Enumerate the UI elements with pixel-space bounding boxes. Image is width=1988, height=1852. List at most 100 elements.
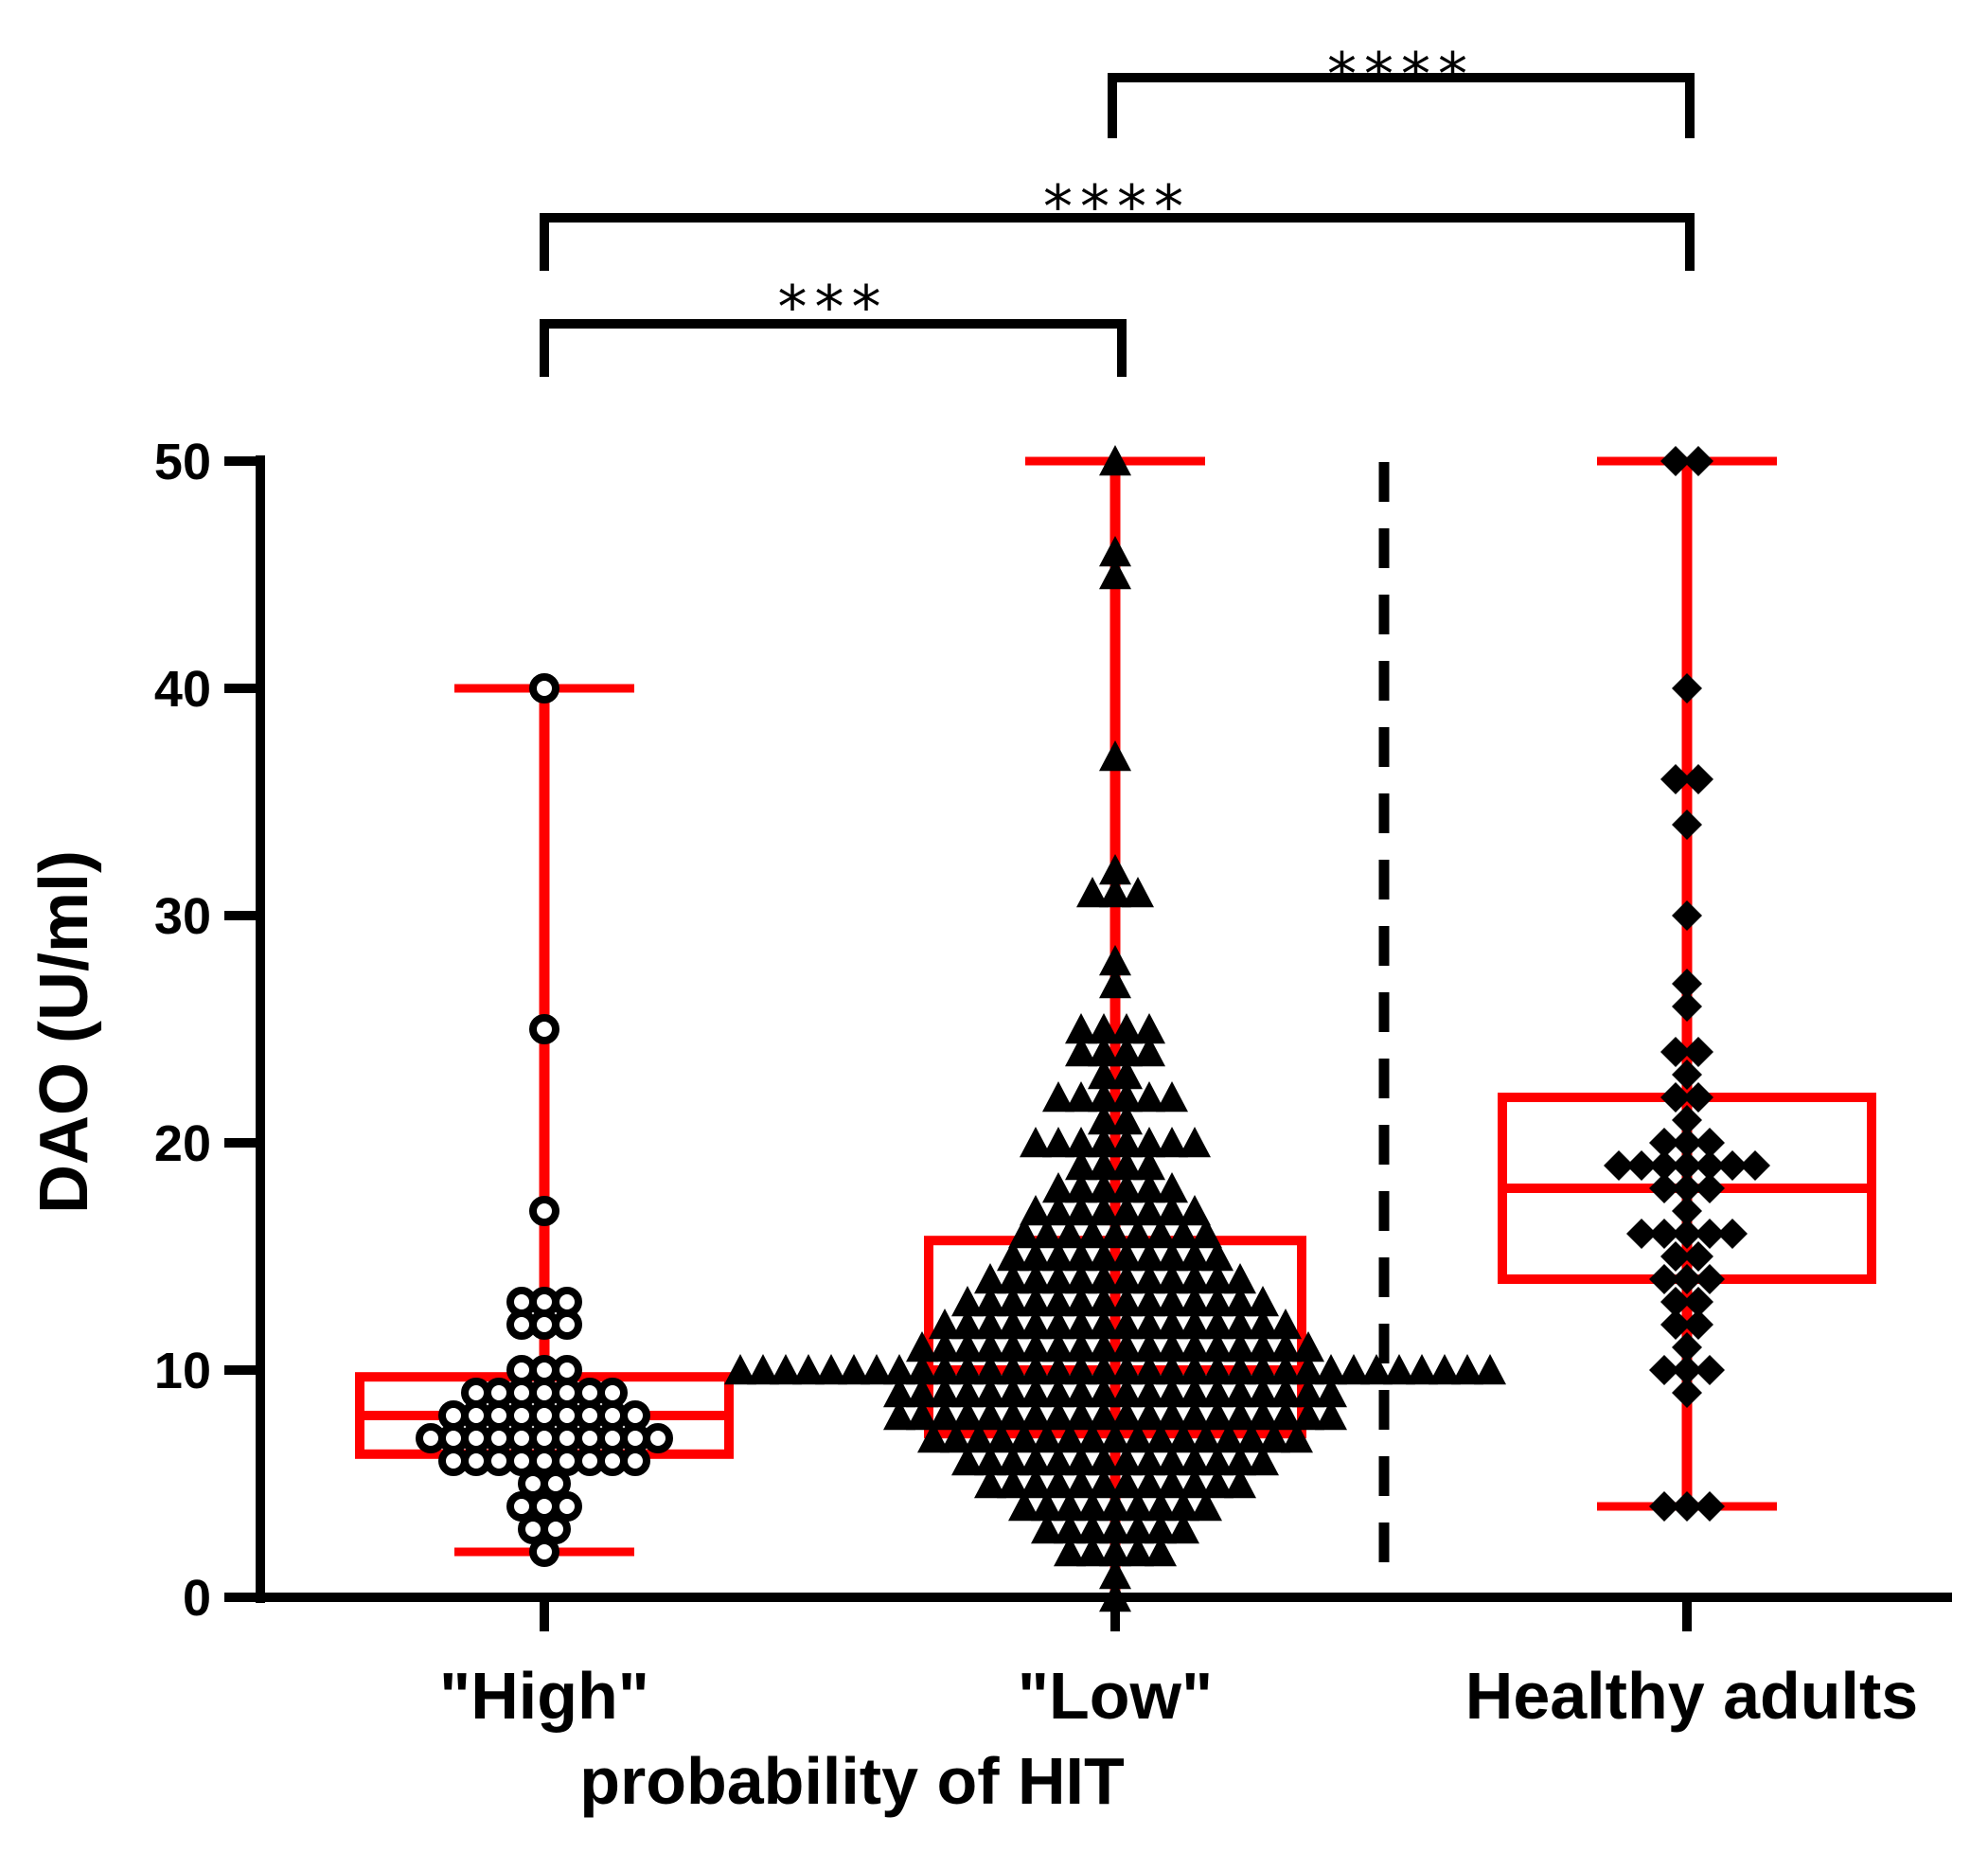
data-point-low [1088,1240,1120,1272]
data-point-low [1076,1218,1109,1249]
data-point-low [747,1354,779,1385]
data-point-low [1110,1309,1143,1340]
data-point-healthy [1683,446,1713,476]
data-point-low [974,1286,1006,1317]
data-point-low [1110,1445,1143,1476]
data-point-low [906,1354,938,1385]
data-point-healthy [1695,1491,1725,1522]
data-point-low [1122,877,1154,908]
data-point-low [1224,1445,1256,1476]
data-point-healthy [1683,1082,1713,1113]
data-point-low [951,1354,984,1385]
data-point-low [1088,1081,1120,1113]
data-point-healthy [1672,673,1702,703]
data-point-low [1269,1354,1302,1385]
data-point-low [1133,1354,1165,1385]
data-point-low [724,1354,756,1385]
data-point-high [552,1309,582,1340]
data-point-healthy [1649,1150,1679,1181]
data-point-low [1110,1059,1143,1090]
data-point-low [1020,1286,1052,1317]
data-point-low [985,1422,1018,1453]
data-point-low [1133,1445,1165,1476]
data-point-low [1099,1490,1131,1522]
y-tick-label: 10 [154,1343,211,1399]
significance-layer: *********** [540,40,1695,377]
data-point-low [1099,740,1131,772]
data-point-healthy [1695,1219,1725,1249]
data-point-low [1099,559,1131,590]
data-point-low [1145,1422,1177,1453]
category-label: Healthy adults [1465,1659,1918,1733]
data-point-low [1088,1263,1120,1294]
data-point-low [1224,1468,1256,1499]
data-point-low [1110,1195,1143,1226]
data-point-healthy [1604,1150,1634,1181]
data-point-low [1042,1263,1074,1294]
data-point-healthy [1695,1173,1725,1203]
data-point-low [1008,1422,1040,1453]
data-point-low [1088,1309,1120,1340]
data-point-healthy [1683,1309,1713,1340]
data-point-low [1145,1490,1177,1522]
data-point-low [1042,1354,1074,1385]
data-point-low [1088,1172,1120,1203]
data-point-healthy [1660,1241,1691,1272]
data-point-low [1258,1422,1290,1453]
data-point-low [1269,1331,1302,1362]
data-point-low [974,1377,1006,1408]
data-point-low [1020,1309,1052,1340]
data-point-low [1076,877,1109,908]
data-point-low [1054,1218,1086,1249]
data-point-high [529,1537,559,1567]
data-point-low [1145,1536,1177,1567]
data-point-low [1133,1286,1165,1317]
data-point-low [1292,1377,1324,1408]
data-point-low [1122,1218,1154,1249]
data-point-low [1315,1354,1347,1385]
data-point-healthy [1672,900,1702,931]
data-point-low [974,1309,1006,1340]
y-tick-label: 40 [154,661,211,718]
data-point-low [1054,1513,1086,1544]
data-point-low [1099,968,1131,999]
data-point-low [1099,945,1131,976]
data-point-low [917,1422,950,1453]
data-point-low [1292,1354,1324,1385]
data-point-low [1179,1309,1211,1340]
data-point-low [861,1354,893,1385]
data-point-low [1020,1468,1052,1499]
data-point-low [1031,1422,1063,1453]
data-point-low [1042,1195,1074,1226]
data-point-low [1338,1354,1370,1385]
data-point-high [552,1491,582,1522]
data-point-low [1099,877,1131,908]
data-point-low [974,1445,1006,1476]
data-point-low [1065,1399,1097,1431]
data-point-low [1474,1354,1506,1385]
data-point-healthy [1740,1150,1770,1181]
data-point-low [1042,1399,1074,1431]
data-point-healthy [1672,1173,1702,1203]
data-point-low [997,1377,1029,1408]
data-point-low [906,1331,938,1362]
data-point-low [963,1422,995,1453]
data-point-healthy [1649,1491,1679,1522]
data-point-low [1224,1354,1256,1385]
y-tick-label: 20 [154,1115,211,1172]
data-point-healthy [1649,1355,1679,1385]
data-point-low [1020,1445,1052,1476]
data-point-low [1088,1468,1120,1499]
data-point-low [1031,1218,1063,1249]
data-point-low [1235,1422,1268,1453]
category-label: "Low" [1018,1659,1213,1733]
data-point-low [997,1399,1029,1431]
data-point-low [1201,1286,1234,1317]
data-point-low [1179,1468,1211,1499]
data-point-low [1088,1013,1120,1044]
data-point-low [1179,1331,1211,1362]
data-point-low [1042,1081,1074,1113]
data-point-healthy [1672,991,1702,1022]
data-point-low [1020,1263,1052,1294]
data-point-low [1088,1036,1120,1067]
